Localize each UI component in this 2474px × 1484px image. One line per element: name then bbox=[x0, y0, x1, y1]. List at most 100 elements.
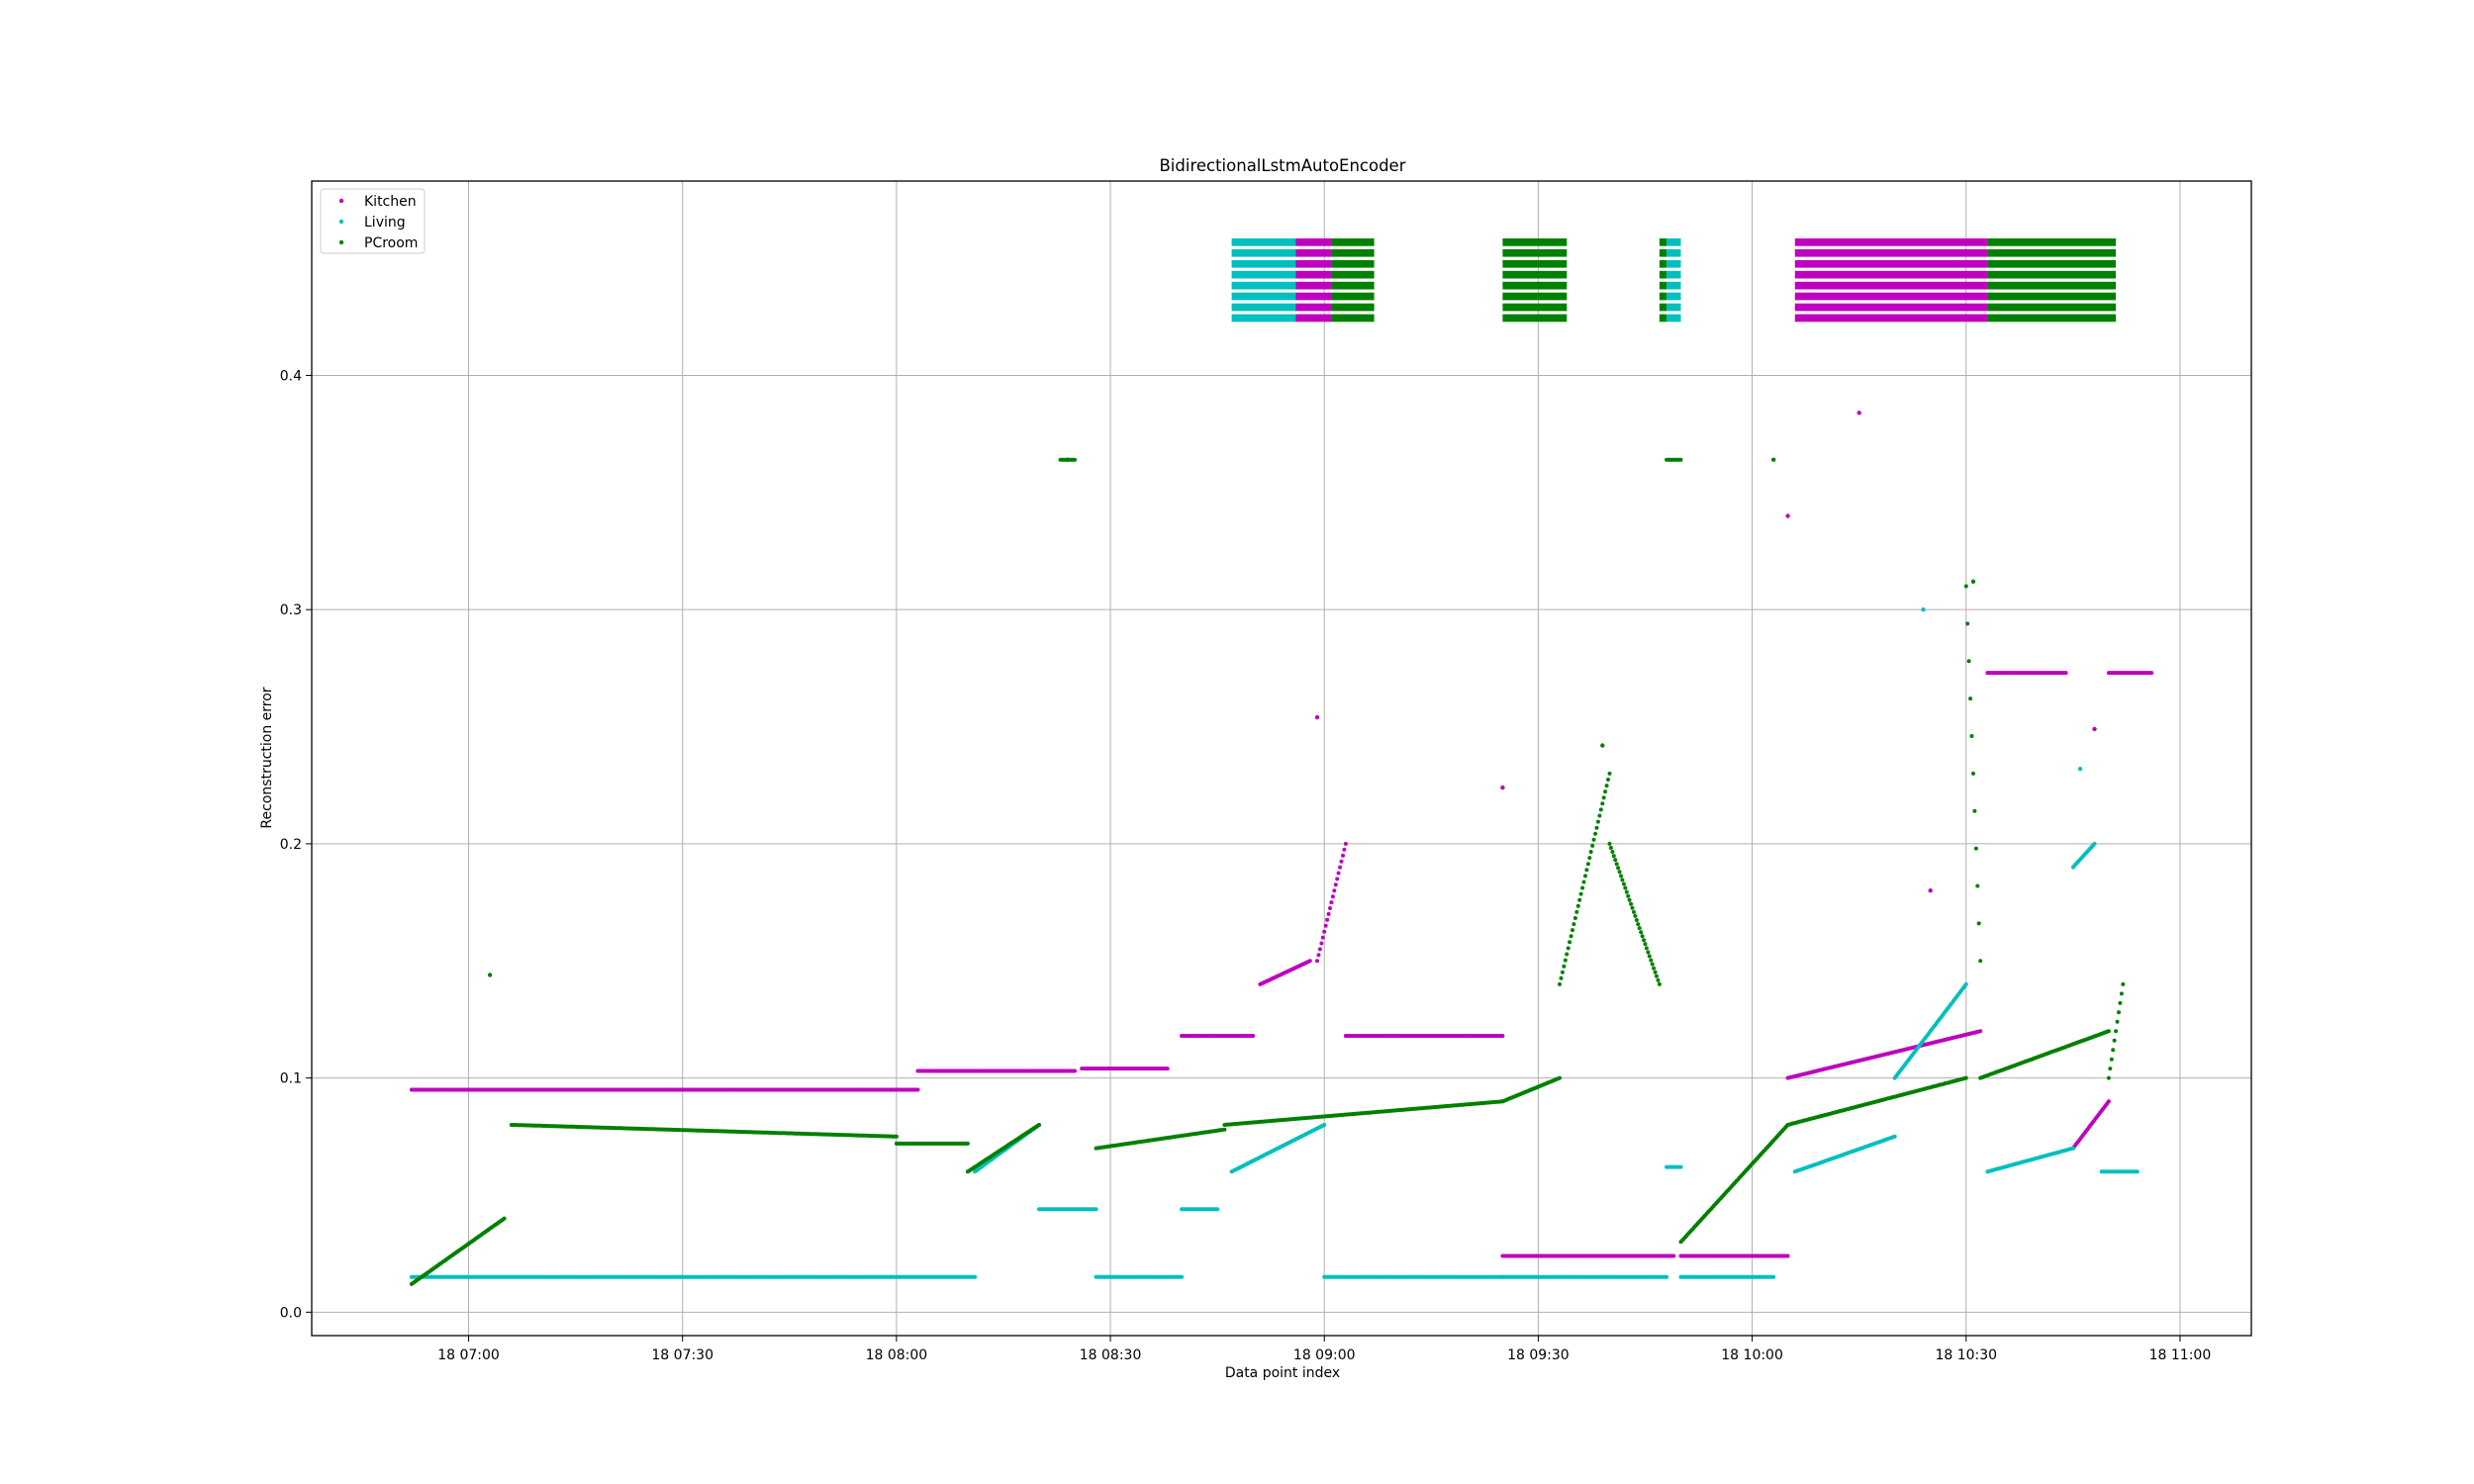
alarm-band-living bbox=[1666, 314, 1681, 323]
y-tick-label: 0.1 bbox=[280, 1071, 302, 1087]
data-point bbox=[1339, 859, 1344, 864]
data-point bbox=[1963, 1075, 1968, 1080]
data-point bbox=[2121, 981, 2126, 986]
data-point bbox=[1928, 888, 1933, 893]
alarm-band-pcroom bbox=[1659, 314, 1667, 323]
data-point bbox=[2108, 1067, 2113, 1071]
alarm-band-pcroom bbox=[1331, 281, 1375, 290]
data-point bbox=[1594, 825, 1599, 830]
data-point bbox=[1785, 1253, 1790, 1258]
alarm-band-pcroom bbox=[1502, 259, 1568, 268]
data-point bbox=[1338, 865, 1343, 870]
data-point bbox=[1771, 1274, 1776, 1279]
plot-background bbox=[312, 181, 2251, 1336]
data-point bbox=[2106, 1075, 2111, 1080]
data-point bbox=[1565, 952, 1570, 957]
data-point bbox=[1341, 853, 1345, 858]
data-point bbox=[2115, 1019, 2120, 1024]
data-point bbox=[2106, 1099, 2111, 1104]
alarm-band-living bbox=[1231, 281, 1296, 290]
data-point bbox=[2112, 1038, 2117, 1043]
data-point bbox=[1222, 1127, 1227, 1132]
alarm-band-pcroom bbox=[1987, 248, 2117, 257]
data-point bbox=[1588, 850, 1593, 854]
alarm-band-living bbox=[1666, 248, 1681, 257]
data-point bbox=[1251, 1034, 1256, 1038]
alarm-band-living bbox=[1666, 292, 1681, 301]
data-point bbox=[1968, 696, 1973, 701]
legend-box bbox=[320, 188, 426, 254]
data-point bbox=[1322, 929, 1327, 934]
data-point bbox=[1560, 970, 1565, 974]
legend-label-living: Living bbox=[364, 215, 406, 231]
data-point bbox=[1597, 813, 1602, 818]
data-point bbox=[1966, 659, 1971, 664]
data-point bbox=[1595, 819, 1600, 824]
data-point bbox=[1558, 981, 1562, 986]
data-point bbox=[2092, 726, 2097, 732]
alarm-band-pcroom bbox=[1502, 303, 1568, 312]
alarm-band-pcroom bbox=[1987, 259, 2117, 268]
alarm-band-kitchen bbox=[1295, 259, 1332, 268]
alarm-band-pcroom bbox=[1987, 238, 2117, 246]
data-point bbox=[1614, 862, 1619, 867]
data-point bbox=[2114, 1029, 2119, 1034]
data-point bbox=[1921, 607, 1926, 612]
alarm-band-pcroom bbox=[1331, 238, 1375, 246]
data-point bbox=[2119, 991, 2124, 996]
alarm-band-kitchen bbox=[1295, 303, 1332, 312]
data-point bbox=[1563, 958, 1568, 963]
data-point bbox=[1314, 714, 1320, 720]
data-point bbox=[1649, 958, 1654, 963]
data-point bbox=[2109, 1057, 2114, 1062]
data-point bbox=[1065, 457, 1071, 462]
alarm-band-pcroom bbox=[1987, 292, 2117, 301]
data-point bbox=[1037, 1123, 1041, 1127]
data-point bbox=[1559, 975, 1564, 980]
data-point bbox=[965, 1141, 970, 1146]
data-point bbox=[1626, 893, 1631, 898]
data-point bbox=[1619, 874, 1623, 879]
data-point bbox=[1587, 856, 1592, 861]
x-tick-label: 18 11:00 bbox=[2149, 1347, 2212, 1363]
data-point bbox=[1657, 981, 1662, 986]
data-point bbox=[1562, 964, 1567, 969]
alarm-band-kitchen bbox=[1794, 303, 1988, 312]
alarm-band-pcroom bbox=[1659, 248, 1667, 257]
data-point bbox=[1970, 579, 1976, 584]
data-point bbox=[1606, 778, 1610, 782]
data-point bbox=[1607, 841, 1612, 846]
alarm-band-kitchen bbox=[1794, 238, 1988, 246]
alarm-band-living bbox=[1666, 270, 1681, 279]
alarm-band-kitchen bbox=[1794, 270, 1988, 279]
data-point bbox=[1965, 621, 1970, 626]
data-point bbox=[1613, 858, 1618, 863]
alarm-band-pcroom bbox=[1659, 259, 1667, 268]
data-point bbox=[1600, 801, 1605, 806]
data-point bbox=[1633, 913, 1638, 918]
data-point bbox=[1623, 885, 1628, 890]
alarm-band-pcroom bbox=[1331, 292, 1375, 301]
alarm-band-pcroom bbox=[1331, 259, 1375, 268]
data-point bbox=[1180, 1274, 1185, 1279]
alarm-band-living bbox=[1666, 259, 1681, 268]
alarm-band-pcroom bbox=[1502, 314, 1568, 323]
data-point bbox=[1317, 947, 1322, 952]
data-point bbox=[1566, 946, 1570, 951]
data-point bbox=[1640, 934, 1645, 939]
alarm-band-pcroom bbox=[1987, 314, 2117, 323]
data-point bbox=[1598, 807, 1603, 812]
data-point bbox=[1328, 906, 1332, 910]
data-point bbox=[1343, 841, 1348, 846]
data-point bbox=[1671, 1253, 1676, 1258]
alarm-band-kitchen bbox=[1794, 248, 1988, 257]
data-point bbox=[1558, 1075, 1562, 1080]
data-point bbox=[2111, 1048, 2116, 1053]
data-point bbox=[1856, 411, 1861, 416]
x-tick-label: 18 07:30 bbox=[651, 1347, 714, 1363]
legend-marker-living bbox=[338, 219, 344, 225]
alarm-band-pcroom bbox=[1502, 270, 1568, 279]
data-point bbox=[2106, 1029, 2111, 1034]
data-point bbox=[1335, 877, 1340, 881]
data-point bbox=[1601, 795, 1606, 800]
